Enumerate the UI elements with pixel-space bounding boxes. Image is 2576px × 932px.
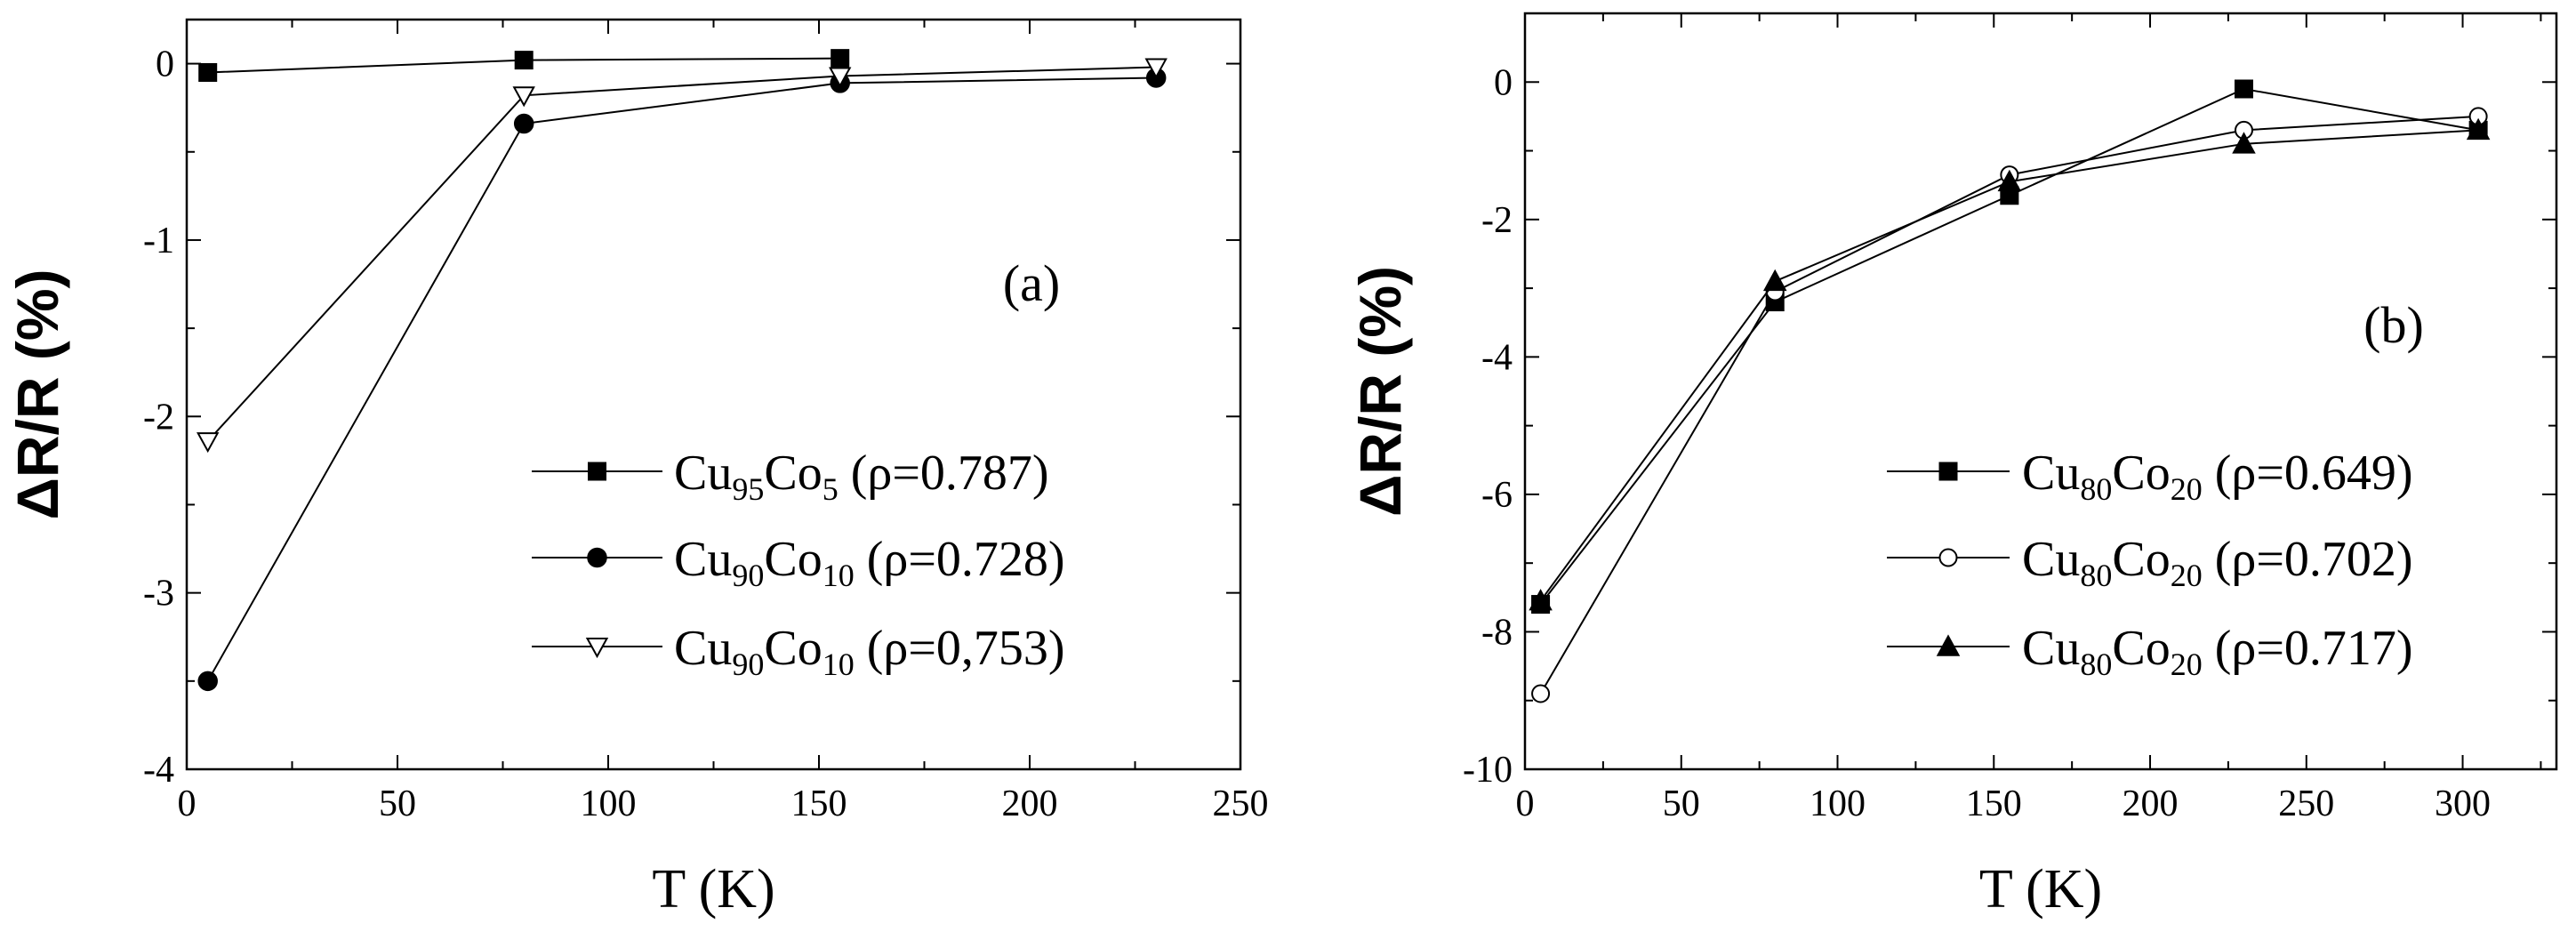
panel-label: (b): [2363, 296, 2424, 354]
y-tick-label: -8: [1481, 612, 1513, 653]
data-point: [2466, 117, 2491, 141]
legend-entry: Cu80Co20 (ρ=0.649): [1887, 446, 2413, 507]
y-tick-label: -3: [143, 574, 174, 615]
data-point: [829, 67, 852, 88]
plot-frame: [1523, 12, 2558, 771]
series-2: [197, 68, 1167, 692]
legend-label: Cu90Co10 (ρ=0,753): [674, 621, 1065, 682]
legend-entry: Cu95Co5 (ρ=0.787): [532, 446, 1049, 507]
y-tick-label: 0: [1494, 62, 1513, 103]
data-point: [2234, 79, 2253, 99]
series-line: [206, 66, 1157, 442]
legend: Cu80Co20 (ρ=0.649) Cu80Co20 (ρ=0.702) Cu80…: [1887, 446, 2413, 682]
chart-panel-a: 0 50 100 150 200 250 -4 -3 -2 -1 0 T (K) ΔR/R (%) (a)…: [4, 18, 1269, 920]
y-tick-label: 0: [156, 44, 174, 85]
data-point: [1144, 58, 1168, 79]
legend-entry: Cu90Co10 (ρ=0.728): [532, 532, 1065, 593]
legend-label: Cu80Co20 (ρ=0.649): [2022, 446, 2413, 507]
y-tick-label: -6: [1481, 475, 1513, 516]
x-tick-label: 50: [1663, 783, 1700, 824]
legend-marker: [588, 462, 606, 481]
x-axis-label: T (K): [652, 859, 774, 920]
x-tick-label: 100: [581, 783, 637, 824]
data-point: [1997, 169, 2022, 192]
data-point: [197, 432, 220, 454]
x-tick-label: 150: [791, 783, 847, 824]
data-point: [1529, 589, 1553, 611]
y-tick-label: -4: [1481, 337, 1513, 378]
legend: Cu95Co5 (ρ=0.787) Cu90Co10 (ρ=0.728) Cu90C…: [532, 446, 1065, 682]
legend-entry: Cu80Co20 (ρ=0.717): [1887, 621, 2413, 682]
data-point: [2232, 132, 2256, 154]
x-tick-label: 0: [178, 783, 197, 824]
legend-label: Cu80Co20 (ρ=0.717): [2022, 621, 2413, 682]
legend-marker: [1936, 634, 1961, 656]
x-tick-label: 100: [1810, 783, 1866, 824]
series-line: [206, 76, 1157, 682]
x-tick-label: 0: [1516, 783, 1535, 824]
legend-entry: Cu80Co20 (ρ=0.702): [1887, 532, 2413, 593]
series-1: [198, 49, 850, 83]
series-3: [1529, 117, 2491, 611]
legend-marker: [587, 547, 607, 568]
legend-entry: Cu90Co10 (ρ=0,753): [532, 621, 1065, 682]
legend-label: Cu90Co10 (ρ=0.728): [674, 532, 1065, 593]
panel-label: (a): [1003, 254, 1060, 312]
series-3: [197, 58, 1168, 454]
data-point: [197, 671, 218, 692]
x-tick-label: 250: [1213, 783, 1269, 824]
legend-label: Cu95Co5 (ρ=0.787): [674, 446, 1049, 507]
x-tick-label: 150: [1966, 783, 2022, 824]
data-point: [513, 113, 534, 134]
legend-marker: [585, 638, 609, 659]
x-tick-label: 200: [1002, 783, 1058, 824]
y-tick-label: -10: [1463, 750, 1513, 791]
y-tick-label: -4: [143, 750, 174, 791]
legend-label: Cu80Co20 (ρ=0.702): [2022, 532, 2413, 593]
y-tick-label: -2: [1481, 200, 1513, 241]
x-axis-label: T (K): [1979, 859, 2102, 920]
y-tick-label: -1: [143, 221, 174, 261]
data-point: [512, 86, 535, 108]
legend-marker: [1938, 462, 1958, 481]
x-tick-label: 50: [379, 783, 416, 824]
data-point: [831, 49, 850, 68]
x-tick-label: 200: [2123, 783, 2179, 824]
data-point: [514, 51, 534, 70]
data-point: [198, 63, 218, 83]
x-tick-label: 300: [2435, 783, 2491, 824]
data-point: [1531, 684, 1551, 703]
x-tick-label: 250: [2278, 783, 2334, 824]
data-point: [1762, 269, 1787, 292]
y-axis-label: ΔR/R (%): [4, 269, 70, 519]
y-tick-label: -2: [143, 397, 174, 438]
legend-marker: [1938, 548, 1958, 567]
y-axis-label: ΔR/R (%): [1347, 266, 1413, 517]
chart-panel-b: 0 50 100 150 200 250 300 -10 -8 -6 -4 -2 0 T (K) ΔR/R …: [1347, 12, 2558, 920]
